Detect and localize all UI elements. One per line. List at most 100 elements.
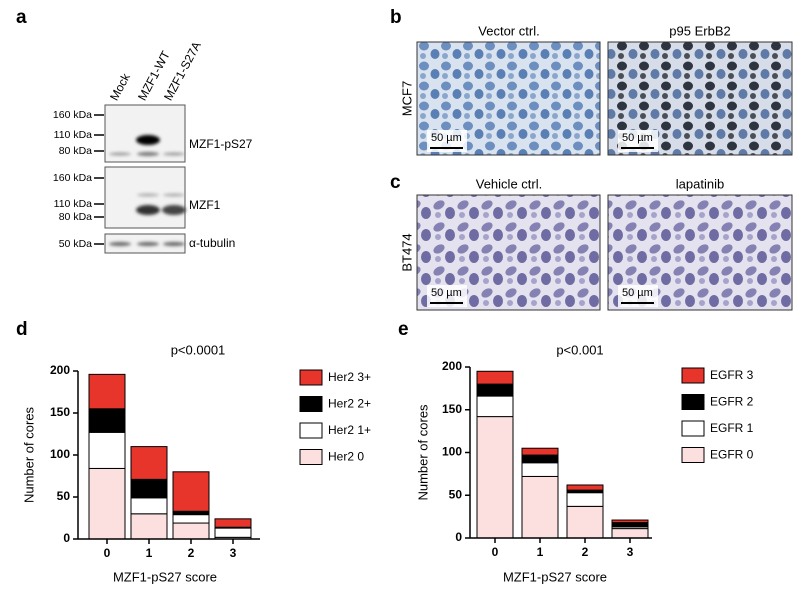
y-tick-label: 100 bbox=[442, 445, 462, 459]
y-axis-label: Number of cores bbox=[415, 404, 430, 501]
annotation: p<0.001 bbox=[556, 342, 603, 357]
bar-segment bbox=[172, 471, 210, 512]
x-tick-label: 0 bbox=[492, 545, 499, 559]
legend-label: EGFR 3 bbox=[710, 368, 754, 382]
panel-label: a bbox=[16, 7, 27, 28]
bar-segment bbox=[476, 383, 514, 397]
legend-label: EGFR 0 bbox=[710, 448, 754, 462]
legend-swatch bbox=[681, 447, 705, 463]
bar-segment bbox=[611, 519, 649, 524]
bar-segment bbox=[88, 431, 126, 469]
legend-label: Her2 3+ bbox=[328, 370, 371, 384]
bar-segment bbox=[476, 416, 514, 539]
x-tick-label: 3 bbox=[230, 546, 237, 560]
y-tick-label: 200 bbox=[442, 359, 462, 373]
panel-label: e bbox=[398, 319, 409, 340]
scale-bar-bg bbox=[427, 130, 467, 152]
bar-segment bbox=[611, 528, 649, 539]
lane-label: Mock bbox=[107, 70, 133, 103]
cell-line-label: BT474 bbox=[399, 233, 414, 271]
bar-segment bbox=[521, 447, 559, 456]
legend-label: Her2 1+ bbox=[328, 423, 371, 437]
condition-label: Vector ctrl. bbox=[478, 23, 539, 38]
bar-segment bbox=[521, 454, 559, 464]
y-tick-label: 150 bbox=[442, 402, 462, 416]
antibody-label: MZF1 bbox=[189, 198, 221, 212]
scale-bar-label: 50 µm bbox=[431, 287, 462, 299]
micrographs bbox=[416, 41, 793, 311]
bar-segment bbox=[611, 522, 649, 528]
x-tick-label: 2 bbox=[582, 545, 589, 559]
bar-segment bbox=[130, 446, 168, 480]
x-tick-label: 2 bbox=[188, 546, 195, 560]
bar-segment bbox=[130, 478, 168, 499]
kda-marker: 160 kDa bbox=[53, 109, 92, 121]
legend-label: EGFR 2 bbox=[710, 395, 754, 409]
y-axis-label: Number of cores bbox=[21, 406, 36, 503]
x-tick-label: 0 bbox=[104, 546, 111, 560]
bar-segment bbox=[476, 395, 514, 418]
bar-segment bbox=[172, 522, 210, 540]
legend-swatch bbox=[681, 367, 705, 384]
legend-swatch bbox=[299, 422, 323, 439]
legend-swatch bbox=[681, 420, 705, 437]
x-axis-label: MZF1-pS27 score bbox=[113, 569, 217, 584]
y-tick-label: 0 bbox=[63, 531, 70, 545]
bar-segment bbox=[130, 497, 168, 515]
micrograph bbox=[416, 194, 601, 311]
legend-label: Her2 2+ bbox=[328, 397, 371, 411]
legend-swatch bbox=[681, 394, 705, 410]
antibody-label: α-tubulin bbox=[189, 236, 235, 250]
kda-marker: 110 kDa bbox=[54, 198, 92, 210]
bar-segment bbox=[130, 513, 168, 540]
scale-bar-bg bbox=[427, 285, 467, 307]
y-tick-label: 50 bbox=[449, 487, 463, 501]
y-tick-label: 100 bbox=[50, 447, 70, 461]
bar-segment bbox=[566, 505, 604, 539]
legend-swatch bbox=[299, 449, 323, 465]
legend-label: Her2 0 bbox=[328, 450, 364, 464]
condition-label: lapatinib bbox=[676, 176, 724, 191]
kda-marker: 50 kDa bbox=[59, 238, 92, 250]
kda-marker: 80 kDa bbox=[59, 145, 92, 157]
panel-label: d bbox=[16, 319, 28, 340]
legend-swatch bbox=[299, 369, 323, 386]
condition-label: p95 ErbB2 bbox=[669, 23, 730, 38]
bar-segment bbox=[521, 475, 559, 539]
x-tick-label: 1 bbox=[146, 546, 153, 560]
legend-swatch bbox=[299, 396, 323, 412]
y-tick-label: 50 bbox=[57, 489, 71, 503]
cell-line-label: MCF7 bbox=[399, 81, 414, 116]
x-axis-label: MZF1-pS27 score bbox=[503, 569, 607, 584]
scale-bar-bg bbox=[618, 285, 658, 307]
blot-membrane bbox=[104, 166, 186, 229]
legend-label: EGFR 1 bbox=[710, 421, 754, 435]
lane-label: MZF1-S27A bbox=[161, 39, 204, 103]
x-tick-label: 1 bbox=[537, 545, 544, 559]
kda-marker: 110 kDa bbox=[54, 129, 92, 141]
antibody-label: MZF1-pS27 bbox=[189, 137, 253, 151]
condition-label: Vehicle ctrl. bbox=[476, 176, 542, 191]
western-blot bbox=[104, 104, 186, 254]
bar-segment bbox=[566, 492, 604, 507]
panel-label: c bbox=[390, 172, 401, 193]
bar-segment bbox=[476, 370, 514, 385]
bar-segment bbox=[214, 527, 252, 538]
y-tick-label: 0 bbox=[455, 530, 462, 544]
bar-segment bbox=[88, 408, 126, 433]
scale-bar-label: 50 µm bbox=[622, 287, 653, 299]
kda-marker: 160 kDa bbox=[53, 172, 92, 184]
bar-segment bbox=[566, 484, 604, 491]
x-tick-label: 3 bbox=[627, 545, 634, 559]
bar-segment bbox=[172, 514, 210, 524]
kda-marker: 80 kDa bbox=[59, 211, 92, 223]
y-tick-label: 200 bbox=[50, 363, 70, 377]
panel-label: b bbox=[390, 7, 402, 28]
blot-bands bbox=[109, 135, 186, 246]
y-tick-label: 150 bbox=[50, 405, 70, 419]
bar-segment bbox=[88, 373, 126, 410]
bar-segment bbox=[88, 467, 126, 540]
scale-bar-label: 50 µm bbox=[622, 132, 653, 144]
scale-bar-label: 50 µm bbox=[431, 132, 462, 144]
